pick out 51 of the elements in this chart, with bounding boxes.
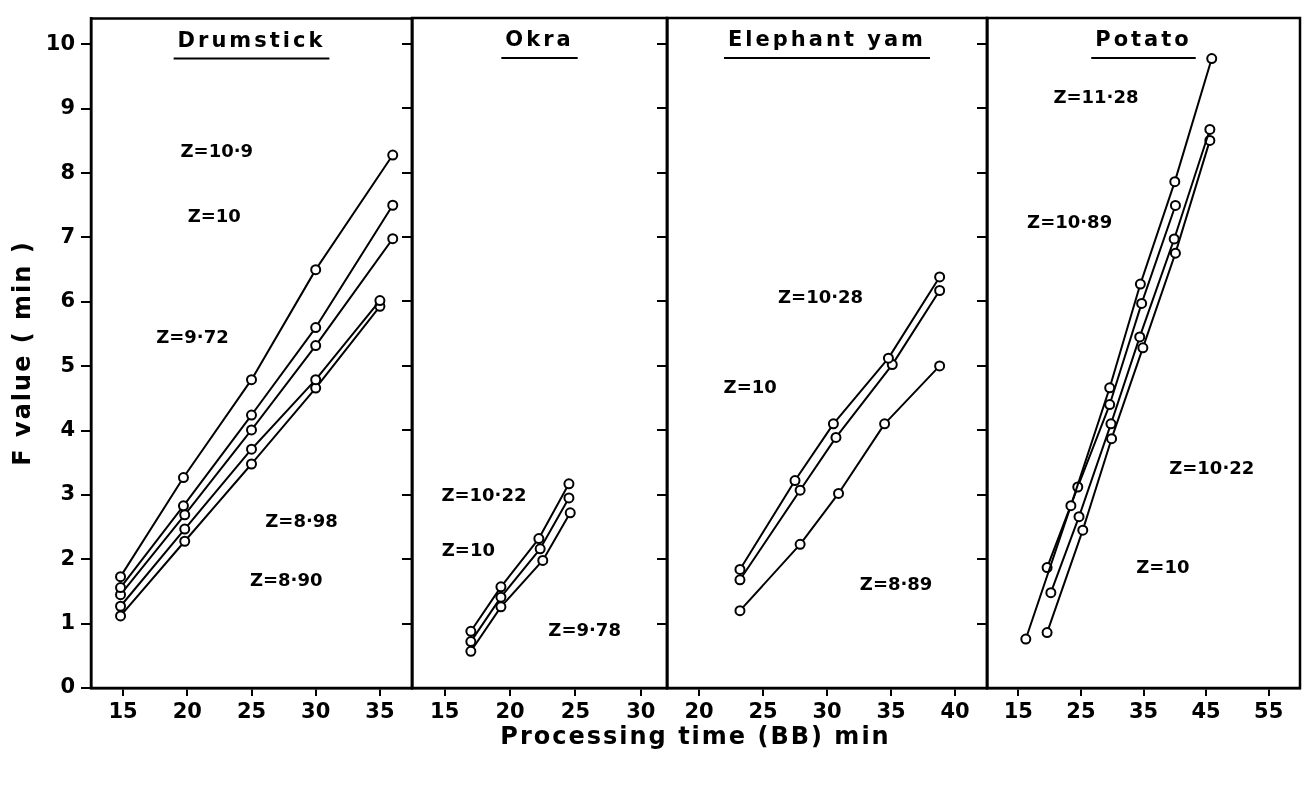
x-tick-label: 45	[1191, 699, 1221, 724]
x-tick-label: 20	[495, 699, 525, 724]
annotation: Z=10	[187, 205, 241, 227]
x-tick-label: 25	[236, 699, 267, 724]
annotation: Z=10·28	[778, 286, 864, 308]
annotation: Z=10	[441, 538, 495, 560]
x-tick-label: 35	[876, 699, 906, 724]
y-tick-label: 7	[60, 223, 75, 248]
x-tick-label: 25	[560, 699, 591, 724]
x-tick-label: 30	[812, 699, 842, 724]
annotation: Z=10·89	[1027, 211, 1113, 233]
text: Drumstick	[177, 27, 326, 52]
x-tick-label: 25	[748, 699, 778, 724]
x-axis-title: Processing time (BB) min	[499, 722, 892, 750]
annotation: Z=10	[723, 375, 777, 397]
chart-title: Potato	[1095, 26, 1192, 51]
x-tick-label: 35	[1128, 699, 1159, 724]
x-tick-label: 55	[1254, 699, 1284, 724]
y-axis-title: F value ( min )	[8, 240, 36, 466]
annotation: Z=9·78	[548, 618, 621, 640]
annotation: Z=9·72	[156, 325, 229, 347]
y-tick-label: 5	[60, 352, 75, 377]
x-tick-label: 40	[940, 699, 970, 724]
x-tick-label: 20	[684, 699, 714, 724]
annotation: Z=8·89	[859, 573, 933, 595]
annotation: Z=10·22	[1169, 457, 1255, 479]
x-tick-label: 20	[172, 699, 202, 724]
x-tick-label: 35	[365, 699, 395, 724]
annotation: Z=8·90	[249, 568, 323, 590]
x-tick-label: 30	[301, 699, 331, 724]
y-tick-label: 2	[60, 545, 75, 570]
x-tick-label: 15	[430, 699, 460, 724]
annotation: Z=8·98	[265, 509, 338, 531]
annotation: Z=10·22	[441, 484, 527, 506]
y-tick-label: 8	[60, 159, 75, 184]
y-tick-label: 1	[60, 610, 75, 635]
y-tick-label: 10	[45, 30, 75, 55]
y-tick-label: 9	[60, 95, 75, 120]
chart-title: Okra	[505, 26, 574, 51]
chart-title: Elephant yam	[728, 26, 926, 51]
y-tick-label: 4	[60, 416, 75, 441]
x-tick-label: 15	[108, 699, 138, 724]
annotation: Z=10	[1136, 556, 1190, 578]
y-tick-label: 3	[60, 481, 75, 506]
x-tick-label: 15	[1003, 699, 1033, 724]
x-tick-label: 30	[626, 699, 656, 724]
y-tick-label: 0	[60, 674, 75, 699]
annotation: Z=10·9	[180, 140, 254, 162]
x-tick-label: 25	[1066, 699, 1096, 724]
y-tick-label: 6	[60, 288, 75, 313]
annotation: Z=11·28	[1053, 86, 1139, 108]
